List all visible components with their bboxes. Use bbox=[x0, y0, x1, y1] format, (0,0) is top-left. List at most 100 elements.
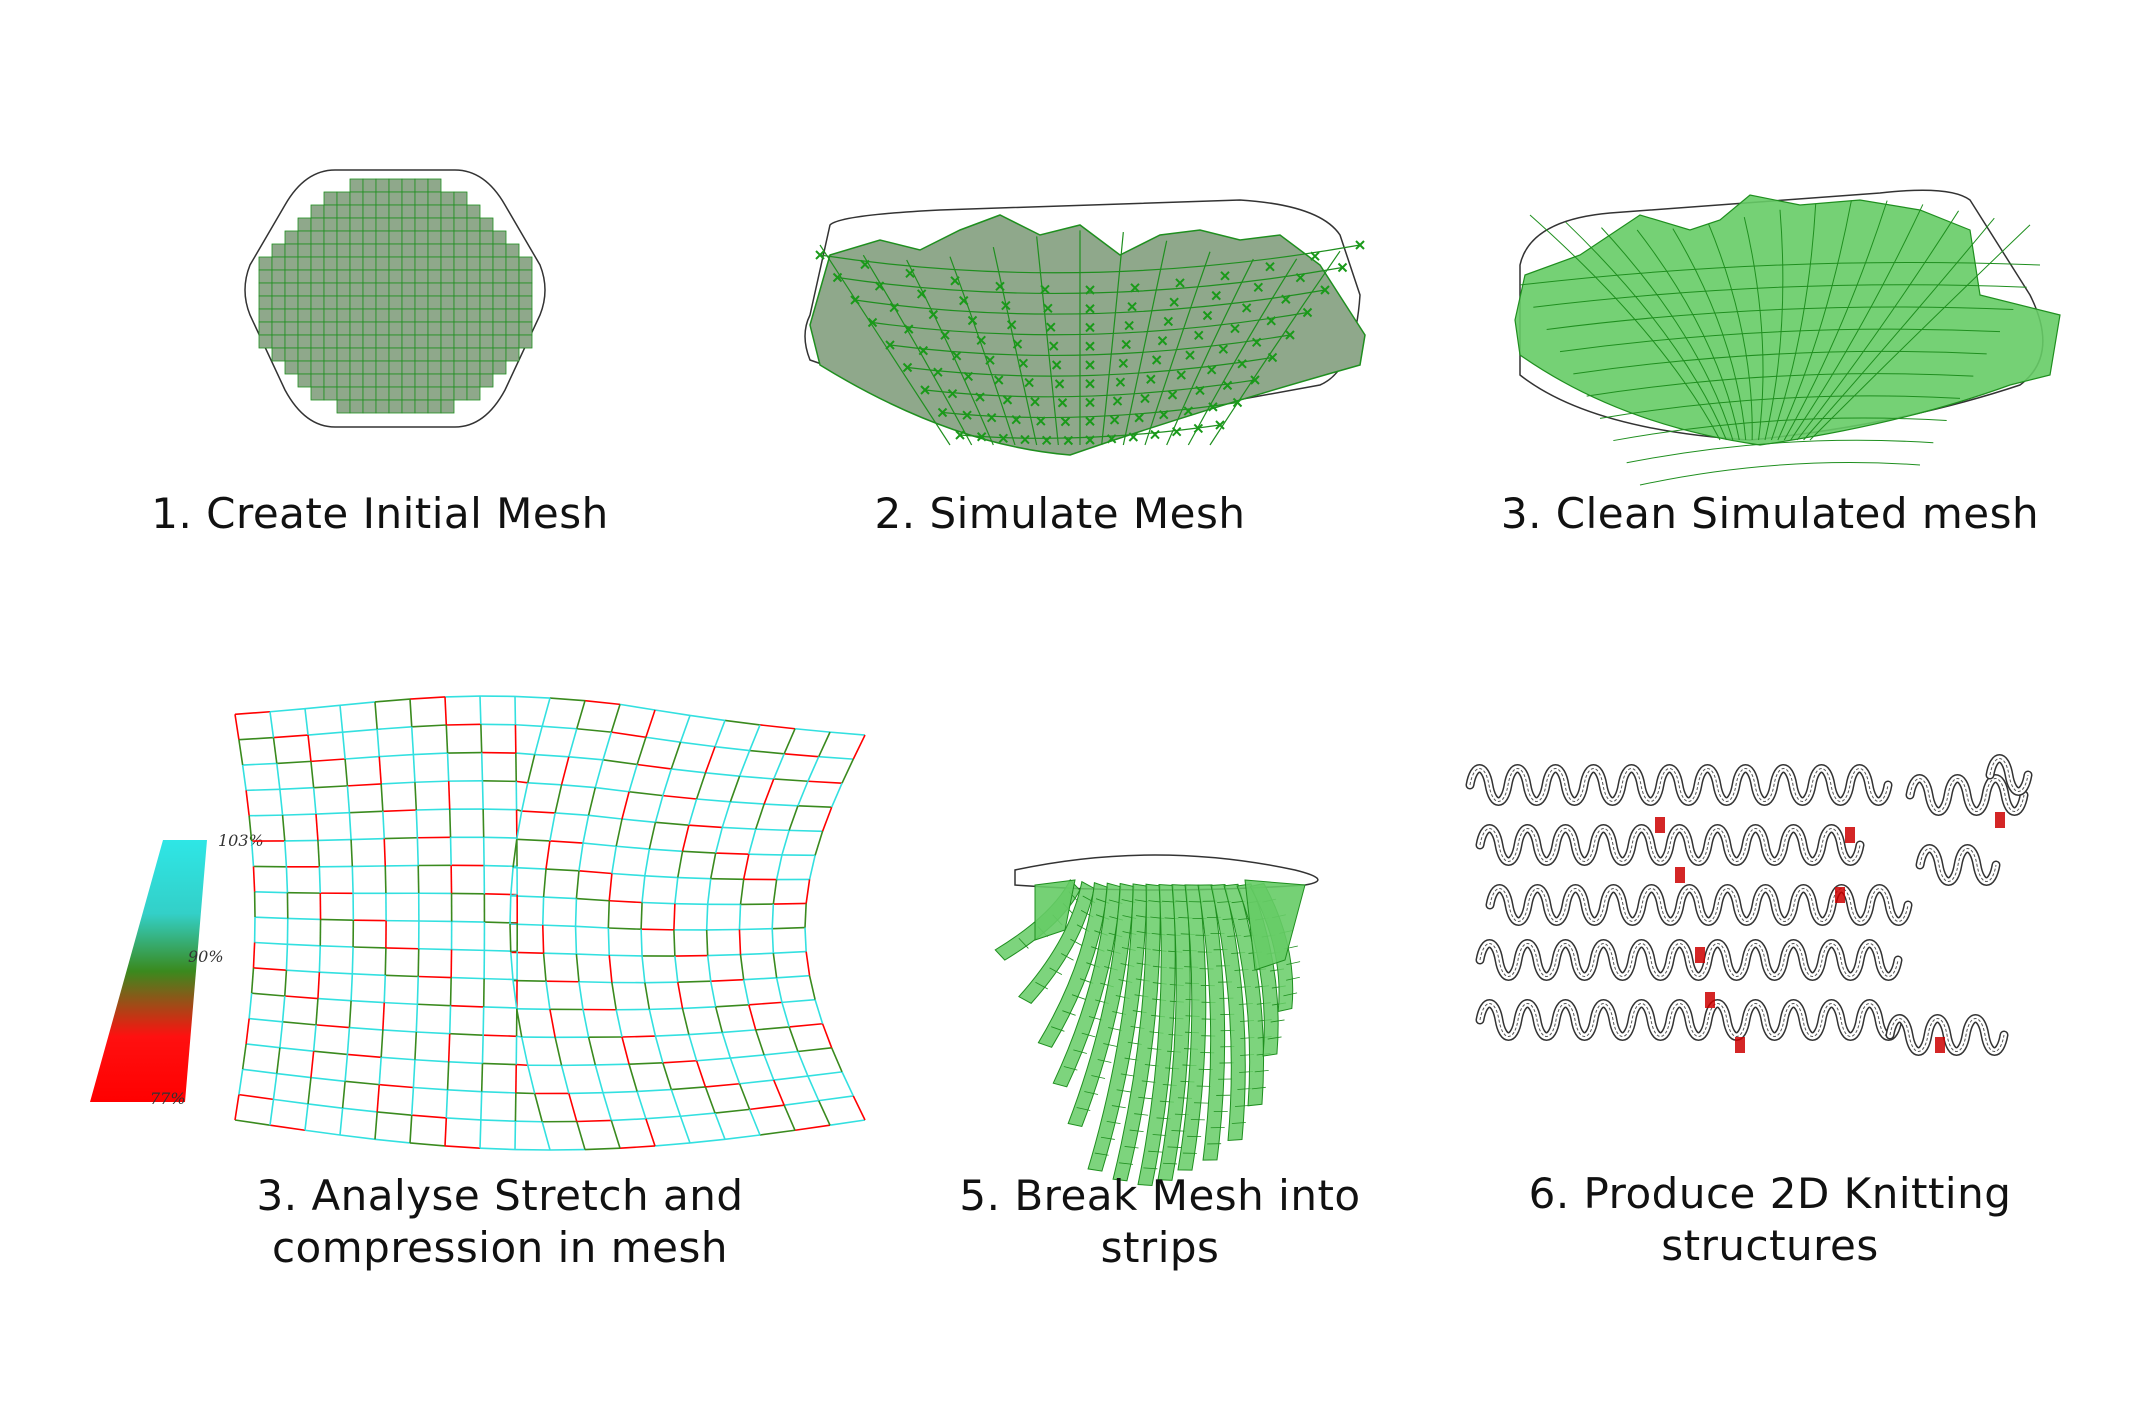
node-marker bbox=[1266, 316, 1276, 326]
stretch-edge bbox=[797, 1051, 809, 1077]
stretch-edge bbox=[378, 1057, 382, 1085]
stretch-edge bbox=[542, 868, 547, 898]
stretch-edge bbox=[541, 697, 551, 727]
strip-division bbox=[1129, 1129, 1144, 1133]
mesh-cell bbox=[414, 308, 429, 323]
mesh-cell bbox=[258, 269, 273, 284]
knit-row bbox=[1465, 764, 1893, 806]
strip-division bbox=[1251, 1086, 1266, 1090]
stretch-edge bbox=[279, 789, 284, 816]
stretch-edge bbox=[714, 1112, 726, 1140]
strip-division bbox=[1076, 1107, 1091, 1111]
stretch-edge bbox=[679, 715, 691, 743]
mesh-cell bbox=[388, 399, 403, 414]
strip-body bbox=[1210, 884, 1246, 1142]
stretch-edge bbox=[607, 900, 611, 929]
stretch-edge bbox=[607, 927, 611, 956]
node-marker bbox=[950, 276, 960, 286]
stretch-edge bbox=[384, 865, 387, 894]
mesh-cell bbox=[414, 347, 429, 362]
mesh-cell bbox=[453, 360, 468, 375]
node-marker bbox=[1355, 240, 1365, 250]
mesh-cell bbox=[284, 308, 299, 323]
stretch-edge bbox=[818, 731, 831, 758]
mesh-cell bbox=[453, 282, 468, 297]
stretch-edge bbox=[673, 903, 676, 930]
stretch-edge bbox=[284, 839, 318, 842]
stretch-edge bbox=[515, 810, 523, 840]
stretch-edge bbox=[483, 836, 517, 839]
knit-row bbox=[1475, 999, 1903, 1041]
mesh-cell bbox=[492, 230, 507, 245]
mesh-cell bbox=[401, 243, 416, 258]
mesh-cell bbox=[297, 243, 312, 258]
stretch-edge bbox=[578, 980, 612, 984]
mesh-cell bbox=[362, 399, 377, 414]
clean-mesh-line bbox=[1519, 262, 2041, 286]
stretch-edge bbox=[615, 818, 623, 847]
strip-division bbox=[1071, 994, 1086, 1000]
node-marker bbox=[976, 335, 986, 346]
stretch-edge bbox=[339, 701, 376, 707]
mesh-cell bbox=[388, 295, 403, 310]
stretch-edge bbox=[721, 801, 732, 828]
clean-mesh-line bbox=[1783, 200, 1888, 441]
stretch-edge bbox=[738, 1083, 751, 1110]
caption-line: 3. Clean Simulated mesh bbox=[1500, 489, 2040, 538]
stretch-edge bbox=[480, 1063, 484, 1092]
strip-division bbox=[1106, 1121, 1121, 1124]
stretch-edge bbox=[576, 1119, 612, 1123]
stretch-edge bbox=[742, 979, 750, 1005]
mesh-cell bbox=[271, 282, 286, 297]
stretch-edge bbox=[447, 1089, 482, 1093]
mesh-cell bbox=[310, 347, 325, 362]
stretch-edge bbox=[451, 976, 485, 980]
stretch-edge bbox=[413, 752, 448, 756]
mesh-cell bbox=[323, 204, 338, 219]
mesh-cell bbox=[258, 295, 273, 310]
mesh-cell bbox=[388, 360, 403, 375]
stretch-edge bbox=[681, 1008, 690, 1035]
mesh-cell bbox=[323, 282, 338, 297]
stretch-edge bbox=[611, 731, 647, 739]
stretch-edge bbox=[481, 1090, 516, 1094]
node-marker bbox=[937, 407, 948, 418]
node-marker bbox=[955, 430, 965, 440]
mesh-cell bbox=[414, 386, 429, 401]
node-marker bbox=[975, 392, 985, 402]
stretch-edge bbox=[521, 810, 556, 814]
stretch-edge bbox=[509, 923, 543, 926]
node-marker bbox=[1041, 435, 1052, 446]
stretch-edge bbox=[688, 824, 723, 829]
mesh-cell bbox=[271, 295, 286, 310]
stretch-edge bbox=[724, 1134, 761, 1141]
stretch-edge bbox=[696, 798, 731, 803]
stretch-edge bbox=[479, 1119, 482, 1149]
stretch-edge bbox=[676, 851, 684, 878]
mesh-cell bbox=[362, 347, 377, 362]
mesh-cell bbox=[349, 282, 364, 297]
node-marker bbox=[1085, 435, 1095, 445]
mesh-cell bbox=[427, 243, 442, 258]
mesh-cell bbox=[310, 386, 325, 401]
stretch-edge bbox=[541, 1121, 551, 1151]
mesh-strip bbox=[1018, 880, 1096, 1004]
stretch-edge bbox=[484, 893, 518, 896]
mesh-cell bbox=[375, 230, 390, 245]
stretch-edge bbox=[276, 760, 312, 765]
stretch-edge bbox=[448, 1005, 452, 1034]
knit-centerline bbox=[1479, 1003, 1899, 1037]
sim-mesh-line bbox=[819, 244, 951, 446]
mesh-cell bbox=[505, 334, 520, 349]
strip-division bbox=[1051, 1026, 1065, 1032]
stretch-edge bbox=[253, 967, 287, 971]
stretch-edge bbox=[307, 1103, 343, 1109]
mesh-cell bbox=[375, 321, 390, 336]
caption-step-3: 3. Clean Simulated mesh bbox=[1480, 488, 2060, 540]
node-marker bbox=[1302, 307, 1313, 318]
stretch-edge bbox=[484, 949, 518, 953]
mesh-cell bbox=[323, 360, 338, 375]
stretch-edge bbox=[714, 745, 750, 752]
stretch-edge bbox=[662, 1062, 673, 1090]
stretch-edge bbox=[655, 821, 689, 826]
